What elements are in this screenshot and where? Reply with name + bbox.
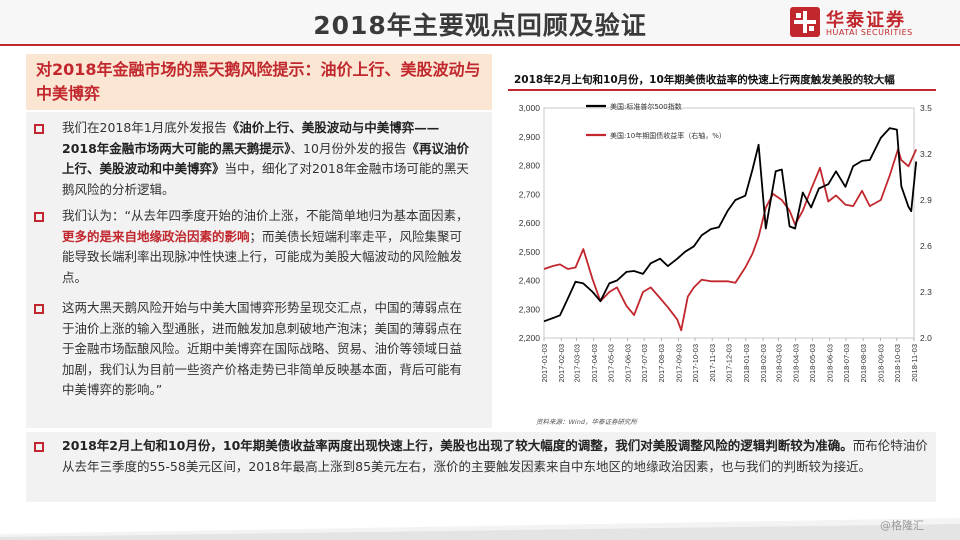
- series-line-us10y: [543, 148, 918, 332]
- header-divider: [0, 44, 960, 46]
- page-title: 2018年主要观点回顾及验证: [313, 11, 647, 40]
- y-right-tick-label: 3.2: [920, 149, 932, 159]
- text-segment: 我们在2018年1月底外发报告: [62, 120, 227, 135]
- x-tick-label: 2018-04-03: [792, 344, 801, 382]
- x-tick-label: 2018-02-03: [759, 344, 768, 382]
- headline-box: 对2018年金融市场的黑天鹅风险提示：油价上行、美股波动与中美博弈: [26, 54, 492, 110]
- y-right-tick-label: 2.3: [920, 287, 932, 297]
- top-bar: 2018年主要观点回顾及验证 华泰证券 HUATAI SECURITIES: [0, 0, 960, 46]
- y-right-tick-label: 3.5: [920, 103, 932, 113]
- bold-text: 2018年2月上旬和10月份，10年期美债收益率两度出现快速上行，美股也出现了较…: [62, 438, 853, 453]
- x-tick-label: 2018-10-03: [893, 344, 902, 382]
- bullet-panel: 我们在2018年1月底外发报告《油价上行、美股波动与中美博弈——2018年金融市…: [26, 112, 492, 428]
- y-left-tick-label: 2,600: [519, 218, 541, 228]
- bullet-square-icon: [34, 442, 44, 452]
- bullet-square-icon: [34, 212, 44, 222]
- x-tick-label: 2017-01-03: [540, 344, 549, 382]
- bold-text: 《再议油价上行、美股波动和中美博弈》: [62, 140, 469, 177]
- logo-chinese-name: 华泰证券: [826, 10, 906, 31]
- text-segment: ；而美债长短端利率走平，风险集聚可能导致长端利率出现脉冲性快速上行，可能成为美股…: [62, 228, 463, 285]
- x-tick-label: 2017-02-03: [557, 344, 566, 382]
- x-tick-label: 2017-04-03: [590, 344, 599, 382]
- text-segment: 我们认为：“从去年四季度开始的油价上涨，不能简单地归为基本面因素，: [62, 208, 469, 223]
- y-left-tick-label: 2,800: [519, 161, 541, 171]
- bullet-text: 这两大黑天鹅风险开始与中美大国博弈形势呈现交汇点，中国的薄弱点在于油价上涨的输入…: [62, 298, 472, 401]
- y-left-tick-label: 2,900: [519, 132, 541, 142]
- bullet-square-icon: [34, 304, 44, 314]
- chart-source: 资料来源：Wind，华泰证券研究所: [536, 418, 637, 426]
- x-tick-label: 2017-03-03: [573, 344, 582, 382]
- headline-text: 对2018年金融市场的黑天鹅风险提示：油价上行、美股波动与中美博弈: [36, 60, 481, 103]
- x-tick-label: 2018-11-03: [910, 344, 919, 382]
- x-tick-label: 2018-07-03: [842, 344, 851, 382]
- y-right-tick-label: 2.9: [920, 195, 932, 205]
- y-left-tick-label: 2,300: [519, 304, 541, 314]
- text-segment: 而布伦特油价从去年三季度的55-58美元区间，2018年最高上涨到85美元左右，…: [62, 438, 928, 474]
- sp500-vs-us10y-chart: 2,200 2,300 2,400 2,500 2,600 2,700 2,800 2,900…: [519, 102, 932, 382]
- logo-english-name: HUATAI SECURITIES: [826, 28, 913, 37]
- x-tick-label: 2017-08-03: [657, 344, 666, 382]
- conclusion-box: 2018年2月上旬和10月份，10年期美债收益率两度出现快速上行，美股也出现了较…: [26, 432, 936, 502]
- company-logo: 华泰证券 HUATAI SECURITIES: [790, 4, 940, 42]
- text-segment: 当中，细化了对2018年金融市场可能的黑天鹅风险的分析逻辑。: [62, 161, 469, 197]
- legend-label-us10y: 美国:10年期国债收益率（右轴，%）: [610, 131, 726, 140]
- y-left-tick-label: 2,500: [519, 247, 541, 257]
- plot-area: [543, 107, 915, 339]
- x-tick-label: 2017-07-03: [640, 344, 649, 382]
- x-tick-label: 2018-09-03: [876, 344, 885, 382]
- y-right-tick-label: 2.6: [920, 241, 932, 251]
- x-tick-label: 2018-06-03: [825, 344, 834, 382]
- footer-decoration: [0, 518, 960, 540]
- highlight-text: 更多的是来自地缘政治因素的影响: [62, 228, 250, 244]
- series-line-sp500: [543, 127, 918, 323]
- x-tick-label: 2018-05-03: [808, 344, 817, 382]
- bold-text: 《油价上行、美股波动与中美博弈——2018年金融市场两大可能的黑天鹅提示》: [62, 120, 440, 156]
- bullet-square-icon: [34, 124, 44, 134]
- y-left-tick-label: 3,000: [519, 103, 541, 113]
- conclusion-text: 2018年2月上旬和10月份，10年期美债收益率两度出现快速上行，美股也出现了较…: [62, 436, 930, 477]
- x-tick-label: 2017-10-03: [691, 344, 700, 382]
- chart-title-divider: [508, 89, 936, 91]
- x-tick-label: 2017-09-03: [674, 344, 683, 382]
- huatai-logo-icon: [790, 7, 820, 37]
- x-tick-label: 2017-11-03: [708, 344, 717, 382]
- x-tick-label: 2017-12-03: [725, 344, 734, 382]
- x-tick-label: 2018-08-03: [859, 344, 868, 382]
- text-segment: 、10月份外发的报告: [290, 140, 407, 156]
- y-left-tick-label: 2,400: [519, 276, 541, 286]
- bullet-text: 我们认为：“从去年四季度开始的油价上涨，不能简单地归为基本面因素， 更多的是来自地…: [62, 206, 472, 288]
- x-tick-label: 2017-05-03: [606, 344, 615, 382]
- x-tick-label: 2018-01-03: [742, 344, 751, 382]
- y-left-tick-label: 2,700: [519, 189, 541, 199]
- y-right-tick-label: 2.0: [920, 333, 932, 343]
- x-tick-label: 2017-06-03: [624, 344, 633, 382]
- text-segment: 这两大黑天鹅风险开始与中美大国博弈形势呈现交汇点，中国的薄弱点在于油价上涨的输入…: [62, 300, 463, 397]
- y-left-tick-label: 2,200: [519, 333, 541, 343]
- x-tick-label: 2018-03-03: [774, 344, 783, 382]
- chart-title: 2018年2月上旬和10月份，10年期美债收益率的快速上行两度触发美股的较大幅: [514, 74, 895, 86]
- bullet-text: 我们在2018年1月底外发报告《油价上行、美股波动与中美博弈——2018年金融市…: [62, 118, 472, 200]
- legend-label-sp500: 美国:标准普尔500指数: [610, 102, 682, 111]
- watermark: @格隆汇: [880, 519, 924, 532]
